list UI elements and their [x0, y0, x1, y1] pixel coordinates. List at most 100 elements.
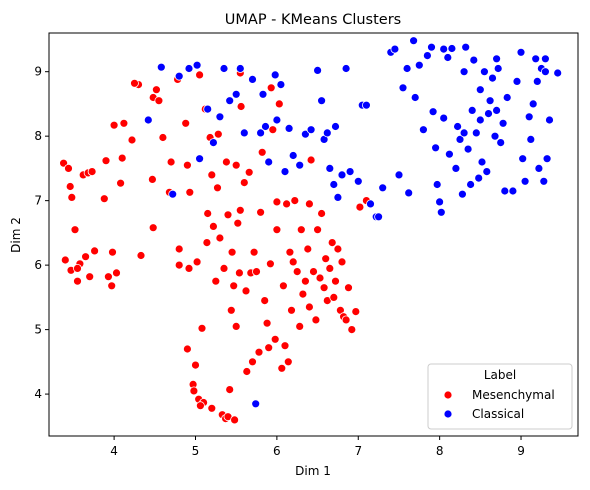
scatter-point-classical [398, 83, 408, 93]
scatter-point-classical [457, 189, 467, 199]
scatter-point-mesenchymal [239, 178, 249, 188]
scatter-point-classical [518, 154, 528, 164]
scatter-point-classical [479, 67, 489, 77]
scatter-point-mesenchymal [148, 223, 158, 233]
scatter-point-mesenchymal [229, 281, 239, 291]
chart-title: UMAP - KMeans Clusters [225, 12, 401, 28]
scatter-point-classical [428, 107, 438, 117]
scatter-point-classical [261, 122, 270, 131]
scatter-point-mesenchymal [109, 120, 119, 130]
scatter-point-mesenchymal [207, 170, 217, 180]
scatter-point-mesenchymal [282, 199, 292, 209]
scatter-point-mesenchymal [227, 247, 237, 257]
scatter-point-classical [410, 93, 420, 102]
scatter-point-mesenchymal [231, 160, 241, 170]
scatter-point-classical [231, 89, 241, 99]
x-tick-label: 4 [110, 444, 118, 458]
scatter-point-classical [156, 62, 166, 72]
x-axis-label: Dim 1 [295, 464, 331, 478]
scatter-point-classical [184, 64, 194, 73]
scatter-point-classical [394, 170, 404, 180]
x-tick-label: 6 [273, 444, 281, 458]
scatter-point-mesenchymal [341, 315, 351, 325]
scatter-point-classical [553, 68, 563, 78]
scatter-point-mesenchymal [116, 178, 125, 188]
scatter-point-mesenchymal [189, 386, 199, 396]
scatter-point-mesenchymal [288, 257, 298, 267]
scatter-point-mesenchymal [319, 283, 329, 293]
scatter-point-classical [496, 138, 506, 148]
scatter-point-mesenchymal [211, 276, 221, 286]
scatter-point-mesenchymal [265, 259, 275, 269]
scatter-point-mesenchymal [344, 283, 353, 293]
scatter-point-mesenchymal [174, 260, 184, 270]
scatter-point-classical [361, 100, 371, 110]
scatter-point-mesenchymal [195, 70, 205, 80]
scatter-point-mesenchymal [112, 268, 121, 278]
scatter-point-mesenchymal [119, 118, 129, 128]
scatter-point-classical [447, 44, 457, 53]
y-axis-label: Dim 2 [9, 217, 23, 253]
scatter-point-mesenchymal [117, 153, 127, 163]
scatter-point-classical [280, 167, 290, 177]
scatter-point-classical [225, 96, 235, 106]
scatter-point-mesenchymal [235, 205, 245, 215]
scatter-point-mesenchymal [306, 155, 316, 165]
scatter-point-classical [168, 189, 178, 199]
scatter-point-classical [317, 96, 327, 106]
scatter-point-mesenchymal [107, 281, 117, 291]
scatter-point-classical [313, 66, 323, 75]
scatter-point-classical [500, 186, 510, 196]
scatter-point-mesenchymal [257, 147, 267, 157]
scatter-point-mesenchymal [295, 321, 305, 331]
scatter-point-mesenchymal [347, 325, 357, 335]
scatter-point-classical [526, 134, 536, 144]
scatter-point-mesenchymal [278, 281, 288, 291]
y-axis-ticks: 4 5 6 7 8 9 [34, 65, 49, 401]
scatter-point-classical [288, 151, 298, 160]
scatter-point-mesenchymal [298, 289, 308, 299]
legend-label-mesenchymal: Mesenchymal [472, 388, 555, 402]
scatter-point-classical [532, 77, 542, 86]
scatter-point-classical [337, 170, 347, 180]
scatter-point-mesenchymal [108, 247, 117, 257]
scatter-point-classical [256, 128, 266, 138]
y-tick-label: 9 [34, 65, 42, 79]
scatter-point-mesenchymal [252, 267, 261, 277]
scatter-point-classical [459, 67, 469, 77]
legend-label-classical: Classical [472, 407, 524, 421]
scatter-point-mesenchymal [277, 363, 287, 373]
plot-frame [48, 32, 579, 437]
y-tick-label: 6 [34, 258, 42, 272]
scatter-point-classical [409, 36, 419, 46]
scatter-point-classical [516, 47, 526, 57]
scatter-point-mesenchymal [337, 257, 347, 267]
scatter-point-mesenchymal [254, 347, 264, 357]
scatter-point-classical [390, 44, 400, 54]
scatter-point-mesenchymal [101, 156, 111, 166]
scatter-point-mesenchymal [325, 263, 335, 273]
scatter-point-mesenchymal [296, 225, 306, 235]
scatter-point-classical [451, 163, 461, 173]
scatter-point-mesenchymal [136, 251, 146, 260]
scatter-point-mesenchymal [154, 96, 164, 106]
scatter-point-mesenchymal [223, 210, 233, 220]
scatter-point-classical [374, 212, 384, 222]
scatter-point-classical [492, 106, 502, 115]
scatter-point-mesenchymal [215, 233, 225, 243]
scatter-point-mesenchymal [244, 167, 254, 177]
scatter-point-mesenchymal [234, 268, 244, 278]
y-tick-label: 7 [34, 194, 42, 208]
x-tick-label: 7 [354, 444, 362, 458]
scatter-point-mesenchymal [231, 321, 241, 331]
scatter-point-classical [284, 123, 294, 133]
scatter-point-classical [498, 118, 508, 128]
scatter-point-classical [195, 154, 205, 164]
scatter-point-classical [502, 93, 512, 102]
scatter-point-mesenchymal [236, 102, 246, 111]
scatter-point-classical [333, 192, 343, 202]
scatter-point-classical [331, 122, 340, 131]
scatter-point-classical [418, 125, 428, 135]
scatter-point-classical [219, 64, 229, 73]
scatter-point-mesenchymal [213, 129, 223, 139]
